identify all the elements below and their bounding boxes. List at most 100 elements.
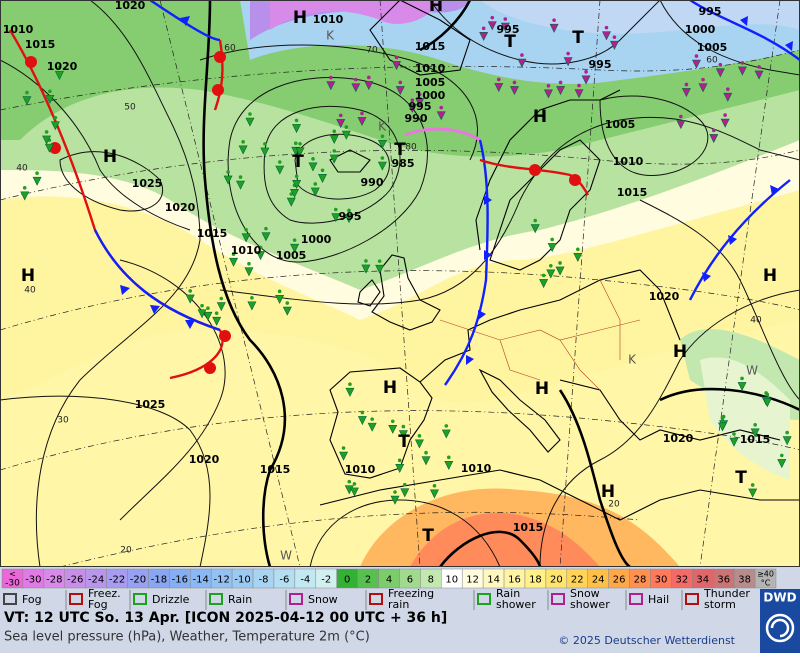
weather-symbol [223,175,233,185]
weather-symbol [421,456,431,466]
scale-cell [754,568,777,589]
weather-symbol [352,482,357,486]
weather-symbol [441,429,451,439]
weather-symbol [754,70,764,80]
weather-symbol [543,89,553,99]
legend-label: Hail [648,593,669,606]
weather-symbol [339,451,349,461]
weather-symbol [520,53,524,57]
weather-symbol [444,424,449,428]
temperature-field [480,0,800,34]
weather-symbol [344,214,354,224]
graticule-label: 40 [16,164,28,174]
scale-label: -16 [172,575,188,586]
weather-symbol [349,487,359,497]
legend-label: Freezing [388,587,434,600]
logo-icon [765,613,795,643]
weather-symbol [762,398,772,408]
weather-symbol [238,145,248,155]
weather-symbol [244,227,248,232]
scale-label: -8 [258,575,268,586]
weather-symbol [432,483,437,488]
weather-symbol [388,424,398,434]
logo-icon [770,618,790,638]
isobar-label: 1015 [513,521,544,534]
weather-symbol [216,302,226,312]
legend-icon [209,593,223,605]
weather-symbol [446,455,451,460]
weather-symbol [241,140,245,144]
isobar-bold [202,0,287,567]
weather-symbol [753,423,757,427]
isobar-bold [558,389,631,567]
isobar-label: 1010 [3,23,34,36]
pressure-center: K [326,29,335,43]
coastline [319,469,800,521]
weather-symbol [185,294,195,304]
weather-symbol [377,259,382,263]
weather-symbol [533,218,538,223]
weather-symbol [718,62,723,67]
scale-label: -12 [213,575,229,586]
scale-label: 12 [466,575,479,586]
weather-symbol [264,226,268,231]
weather-symbol [729,437,739,447]
weather-symbol [344,125,349,129]
weather-symbol [336,119,346,129]
weather-symbol [42,135,52,145]
weather-symbol [757,65,761,69]
isobar-label: 1010 [313,13,344,26]
isobar-label: 1020 [649,290,680,303]
weather-symbol [357,117,367,127]
weather-symbol [380,134,385,139]
isobar-label: 1015 [415,40,446,53]
isobar [0,59,191,231]
isobar-bold [419,0,472,52]
weather-symbol [247,301,257,311]
temperature-field [0,320,800,567]
weather-symbol [380,156,385,160]
weather-symbol [364,259,368,263]
isobar [539,289,800,567]
weather-symbol [715,68,725,78]
weather-symbol [347,479,352,484]
weather-symbol [558,261,562,265]
weather-symbol [547,243,557,253]
legend-icon [477,593,491,605]
isobar-label: 1000 [415,89,446,102]
weather-symbol [487,21,497,31]
isobar-label: 1015 [617,186,648,199]
weather-symbol [503,17,508,21]
weather-symbol [338,113,343,118]
pressure-center: H [383,378,397,398]
weather-symbol [311,157,315,161]
coastline [489,139,601,271]
weather-symbol [197,309,207,319]
weather-symbol [612,35,617,39]
isobar-label: 995 [699,5,722,18]
legend-icon [3,593,17,605]
coastline [329,149,371,173]
isobar-label: 1025 [135,398,166,411]
temperature-field [270,0,440,30]
legend-icon [629,593,643,605]
scale-label: -28 [46,575,62,586]
weather-symbol [54,71,64,81]
weather-symbol [577,83,581,88]
scale-label: -2 [321,575,331,586]
scale-label: -26 [67,575,83,586]
weather-symbol [604,25,609,30]
isobar-label: 1020 [115,0,146,12]
weather-symbol [226,170,230,174]
weather-symbol [256,251,266,261]
weather-symbol [292,179,302,189]
front-symbols [25,51,581,374]
weather-symbol [711,128,716,133]
weather-symbol [258,245,263,250]
weather-legend: Fog Freez.Fog Drizzle Rain Snow FreezingrainR… [3,587,750,611]
weather-symbol [748,488,758,498]
weather-symbol [263,142,267,146]
weather-symbol [203,311,213,321]
